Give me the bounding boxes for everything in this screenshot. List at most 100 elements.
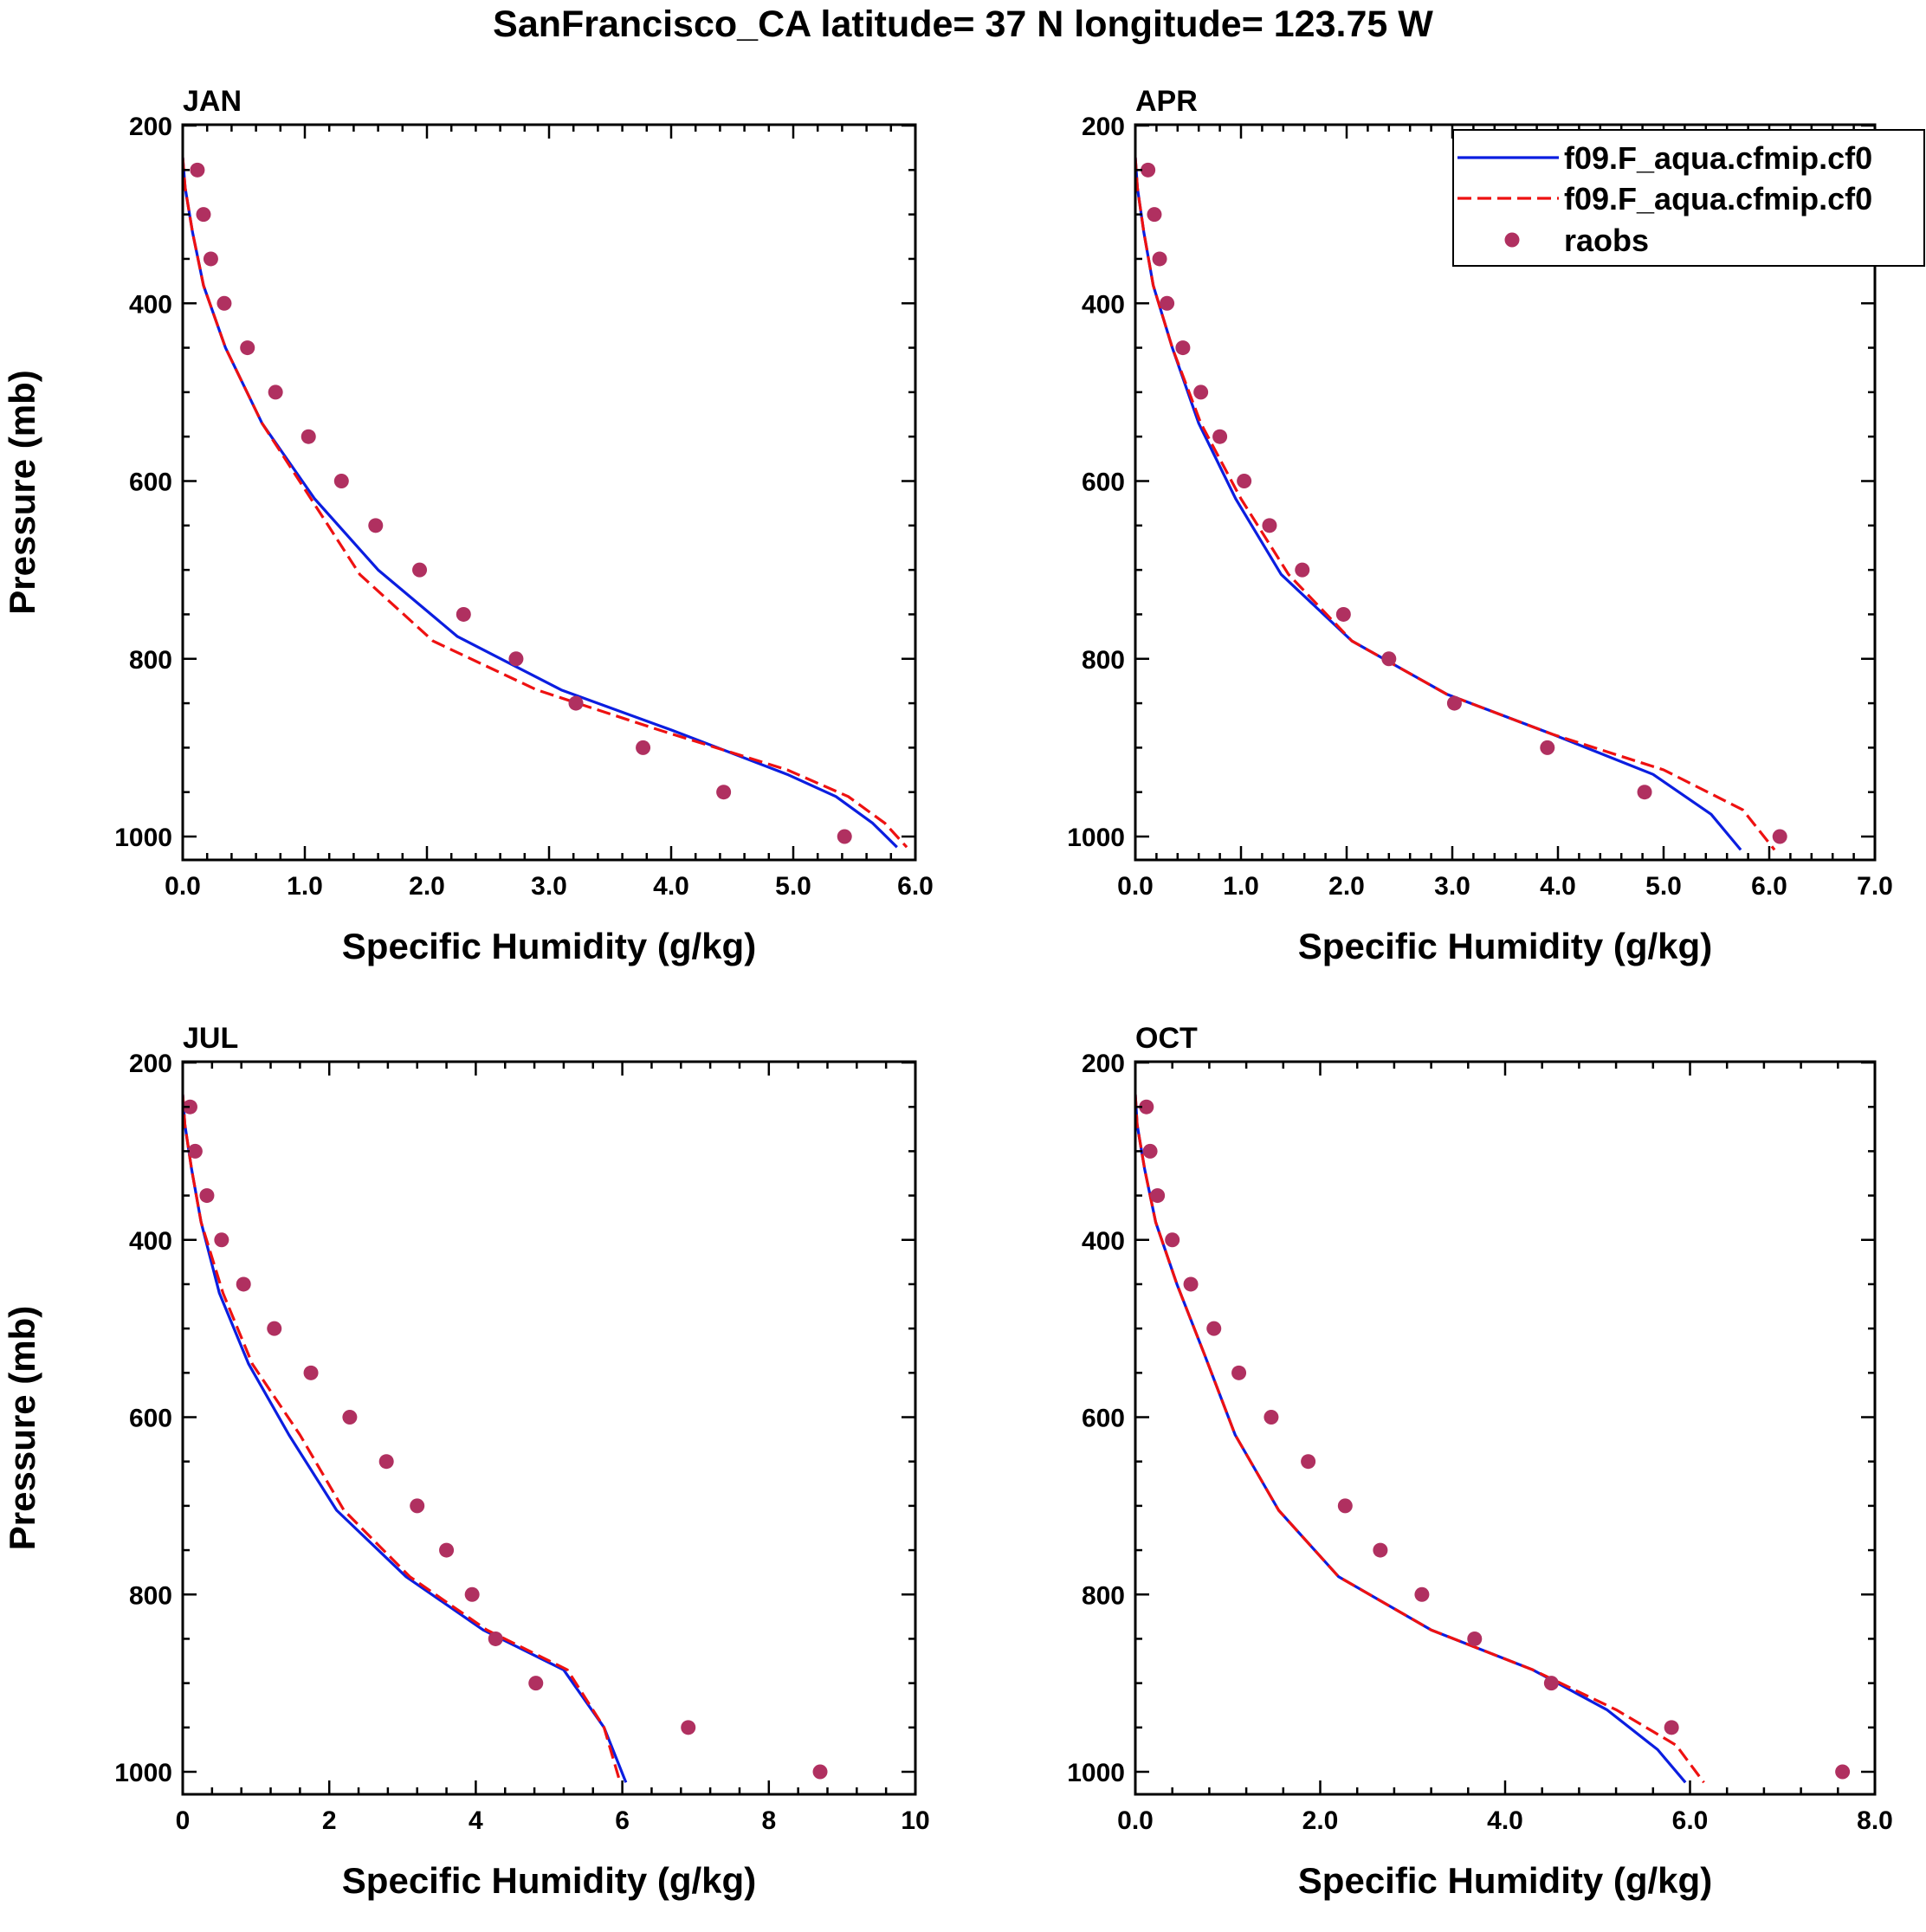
raobs-point-oct-3 [1165,1232,1180,1248]
y-axis-label-jul: Pressure (mb) [2,1306,42,1550]
raobs-point-oct-5 [1206,1321,1222,1336]
raobs-point-jan-14 [716,785,732,800]
raobs-point-jan-15 [837,829,852,844]
y-tick-label-jan-1: 400 [129,290,172,319]
x-tick-label-oct-2: 4.0 [1487,1806,1523,1835]
raobs-point-jul-12 [488,1631,503,1646]
dashed-line-jul [183,1094,622,1783]
raobs-point-jul-7 [342,1410,358,1425]
dashed-line-apr [1135,157,1776,851]
legend-label-1: f09.F_aqua.cfmip.cf0 [1564,181,1872,216]
panel-jul: JUL 0 2 4 6 8 10 200 400 600 800 1000 Specific Humid… [2,1022,930,1901]
raobs-point-oct-10 [1373,1542,1388,1558]
x-tick-label-jul-3: 6 [615,1806,630,1835]
x-axis-label-jul: Specific Humidity (g/kg) [342,1860,756,1901]
x-tick-label-jan-3: 3.0 [531,872,567,901]
x-tick-label-oct-3: 6.0 [1672,1806,1709,1835]
raobs-point-apr-11 [1381,651,1397,667]
raobs-point-oct-7 [1264,1410,1279,1425]
x-tick-label-oct-1: 2.0 [1302,1806,1339,1835]
raobs-point-jan-10 [456,606,471,622]
raobs-point-jan-11 [508,651,524,667]
legend-label-2: raobs [1564,223,1649,258]
x-tick-label-jan-4: 4.0 [653,872,689,901]
raobs-point-jul-1 [187,1143,203,1159]
raobs-point-jan-12 [568,695,584,711]
raobs-point-oct-1 [1142,1143,1158,1159]
y-tick-label-jul-3: 800 [129,1581,172,1610]
x-tick-label-apr-2: 2.0 [1328,872,1365,901]
raobs-point-jan-5 [268,384,283,400]
raobs-point-apr-3 [1160,295,1175,311]
x-tick-label-apr-0: 0.0 [1117,872,1154,901]
y-tick-label-jan-0: 200 [129,113,172,141]
y-tick-label-jan-2: 600 [129,468,172,497]
frame-apr [1134,123,1877,862]
panel-label-oct: OCT [1135,1022,1198,1055]
raobs-point-apr-8 [1262,518,1277,533]
x-axis-label-oct: Specific Humidity (g/kg) [1298,1860,1712,1901]
y-tick-label-apr-0: 200 [1082,113,1125,141]
y-axis-label-jan: Pressure (mb) [2,370,42,614]
raobs-point-apr-7 [1237,474,1252,488]
legend: f09.F_aqua.cfmip.cf0 f09.F_aqua.cfmip.cf0… [1452,129,1925,267]
x-tick-label-jan-2: 2.0 [409,872,445,901]
x-tick-label-apr-4: 4.0 [1540,872,1576,901]
raobs-point-oct-11 [1414,1586,1430,1602]
y-tick-label-jan-3: 800 [129,646,172,675]
raobs-point-apr-1 [1147,207,1162,223]
plot-area-apr [1135,157,1787,851]
y-tick-label-oct-3: 800 [1082,1581,1125,1610]
x-tick-label-apr-6: 6.0 [1751,872,1787,901]
raobs-point-jul-2 [199,1188,215,1204]
raobs-point-jul-6 [303,1365,319,1380]
raobs-point-jul-4 [236,1276,251,1292]
raobs-point-jul-3 [214,1232,229,1248]
y-tick-label-apr-2: 600 [1082,468,1125,497]
x-tick-label-jul-1: 2 [322,1806,337,1835]
x-tick-label-apr-7: 7.0 [1857,872,1893,901]
frame-jul [181,1060,917,1796]
x-tick-label-oct-0: 0.0 [1117,1806,1154,1835]
raobs-point-apr-9 [1295,562,1310,578]
raobs-point-apr-15 [1772,829,1787,844]
raobs-point-oct-13 [1543,1676,1559,1691]
figure-title: SanFrancisco_CA latitude= 37 N longitude… [493,3,1433,45]
y-tick-label-oct-2: 600 [1082,1405,1125,1433]
x-tick-label-apr-3: 3.0 [1434,872,1470,901]
raobs-point-jan-3 [217,295,232,311]
y-tick-label-jul-0: 200 [129,1050,172,1078]
y-tick-label-jan-4: 1000 [114,824,172,852]
raobs-point-oct-0 [1139,1099,1154,1115]
frame-oct [1134,1060,1877,1796]
x-tick-label-apr-1: 1.0 [1223,872,1259,901]
y-tick-label-apr-3: 800 [1082,646,1125,675]
raobs-point-oct-8 [1301,1454,1316,1470]
solid-line-oct [1135,1094,1687,1784]
y-tick-label-apr-4: 1000 [1067,824,1125,852]
y-tick-label-jul-2: 600 [129,1405,172,1433]
panel-label-apr: APR [1135,85,1198,118]
raobs-point-apr-12 [1446,695,1462,711]
raobs-point-jan-0 [190,162,205,178]
x-tick-label-jan-6: 6.0 [897,872,934,901]
raobs-point-jan-7 [333,474,349,488]
raobs-point-jan-9 [412,562,428,578]
raobs-point-jan-8 [368,518,384,533]
y-tick-label-jul-4: 1000 [114,1759,172,1787]
raobs-point-jul-8 [378,1454,394,1470]
raobs-point-oct-2 [1150,1188,1166,1204]
frame-jan [181,123,917,862]
raobs-point-jan-13 [636,740,651,755]
plot-area-jan [183,157,908,849]
raobs-point-apr-5 [1193,384,1209,400]
raobs-point-oct-12 [1467,1631,1483,1646]
x-tick-label-oct-4: 8.0 [1857,1806,1893,1835]
y-tick-label-oct-1: 400 [1082,1227,1125,1256]
plot-area-jul [183,1094,828,1783]
raobs-point-apr-0 [1141,162,1156,178]
raobs-point-jan-2 [203,251,218,267]
raobs-point-jul-9 [410,1498,425,1514]
raobs-point-jul-0 [183,1099,197,1115]
